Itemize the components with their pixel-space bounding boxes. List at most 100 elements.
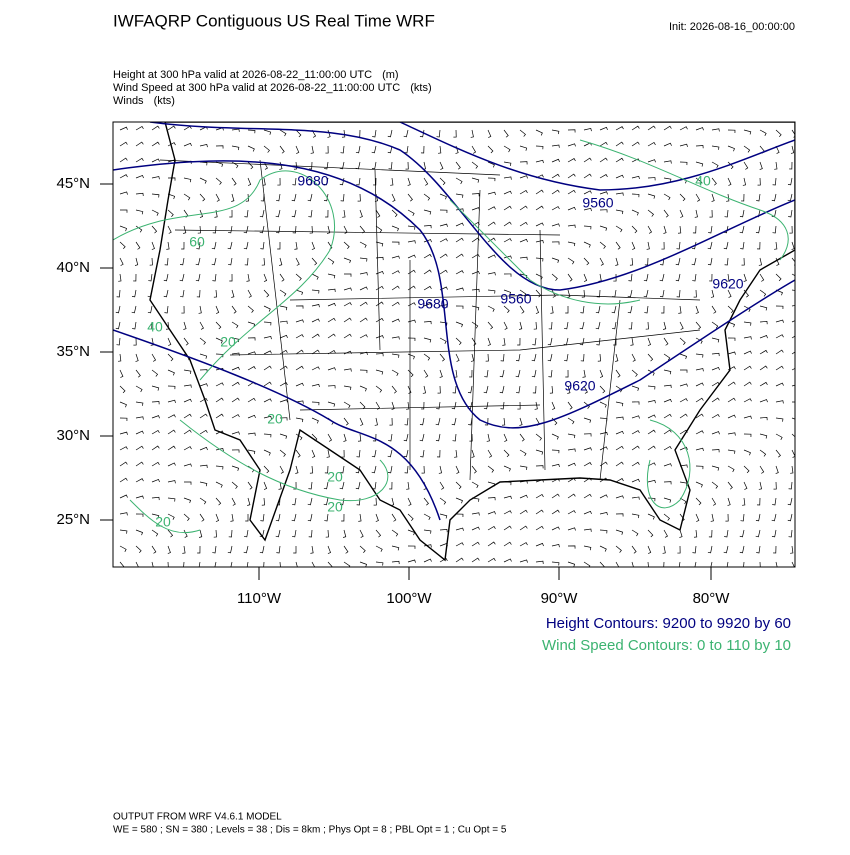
height-contour-label: 9680	[297, 173, 328, 189]
wind-barb	[519, 305, 525, 314]
wind-barb	[663, 142, 672, 147]
wind-barb	[231, 497, 236, 506]
wind-barb	[311, 273, 319, 280]
wind-barb	[279, 334, 288, 339]
wind-barb	[679, 321, 684, 330]
wind-barb	[247, 129, 256, 134]
wind-barb	[726, 273, 730, 282]
wind-barb	[775, 145, 780, 154]
wind-barb	[758, 481, 762, 490]
wind-barb	[183, 481, 192, 485]
wind-barb	[247, 497, 251, 506]
wind-barb	[679, 413, 688, 419]
wind-barb	[519, 289, 527, 297]
wind-barb	[263, 561, 265, 567]
wind-barb	[535, 433, 542, 441]
wind-barb	[647, 561, 649, 567]
wind-barb	[663, 209, 669, 218]
wind-barb	[327, 433, 333, 442]
wind-barb	[615, 225, 623, 233]
wind-barb	[291, 209, 297, 218]
wind-barb	[567, 493, 576, 499]
wind-barb	[261, 497, 266, 506]
wind-barb	[213, 529, 217, 538]
wind-barb	[535, 509, 544, 515]
wind-barb	[759, 381, 768, 387]
wind-barb	[471, 337, 477, 346]
wind-barb	[631, 415, 640, 419]
wind-barb	[227, 545, 233, 554]
wind-barb	[135, 513, 144, 517]
wind-barb	[659, 289, 665, 298]
wind-barb	[567, 545, 576, 549]
wind-barb	[311, 561, 316, 567]
wind-barb	[214, 209, 218, 218]
wind-barb	[455, 208, 464, 212]
wind-barb	[727, 351, 736, 355]
wind-barb	[279, 320, 288, 324]
wind-barb	[198, 561, 201, 567]
wind-barb	[215, 382, 224, 387]
wind-barb	[791, 241, 795, 250]
wind-barb	[423, 544, 432, 548]
wind-barb	[759, 449, 767, 457]
wind-barb	[759, 161, 763, 170]
wind-barb	[471, 481, 479, 489]
wind-barb	[711, 366, 720, 371]
wind-barb	[151, 461, 160, 467]
wind-barb	[423, 558, 432, 563]
wind-barb	[567, 241, 576, 247]
wind-barb	[711, 352, 720, 357]
wind-barb	[406, 401, 410, 410]
wind-barb	[724, 529, 729, 538]
wind-barb	[599, 529, 608, 534]
wind-barb	[627, 289, 633, 298]
wind-barb	[359, 241, 367, 248]
wind-barb	[195, 257, 201, 266]
wind-barb	[199, 446, 208, 451]
wind-barb	[535, 145, 544, 150]
wind-barb	[693, 529, 698, 538]
wind-barb	[743, 398, 752, 403]
wind-barb	[743, 161, 749, 170]
wind-barb	[263, 305, 271, 312]
wind-barb	[567, 189, 576, 195]
wind-barb	[293, 161, 298, 170]
wind-barb	[727, 381, 736, 387]
wind-barb	[567, 477, 576, 483]
wind-barb	[327, 257, 335, 265]
wind-barb	[263, 335, 272, 340]
wind-barb	[483, 401, 489, 410]
wind-barb	[181, 305, 185, 314]
wind-barb	[471, 221, 480, 227]
wind-barb	[739, 545, 745, 554]
wind-barb	[263, 321, 272, 326]
wind-barb	[455, 222, 464, 227]
wind-barb	[647, 125, 656, 131]
wind-barb	[291, 513, 297, 522]
wind-barb	[279, 305, 288, 311]
wind-barb	[183, 321, 187, 330]
wind-barb	[167, 142, 176, 147]
wind-barb	[339, 161, 345, 170]
wind-barb	[436, 449, 441, 458]
wind-barb	[199, 429, 208, 435]
wind-barb	[535, 159, 544, 164]
wind-barb	[327, 545, 331, 554]
wind-barb	[439, 353, 445, 362]
wind-barb	[391, 209, 398, 218]
wind-barb	[551, 173, 560, 179]
wind-barb	[483, 385, 489, 394]
wind-barb	[487, 305, 495, 312]
wind-barb	[583, 401, 590, 409]
wind-barb	[199, 481, 208, 487]
wind-barb	[695, 145, 704, 149]
wind-barb	[707, 241, 713, 250]
wind-barb	[245, 193, 250, 202]
wind-barb	[631, 401, 640, 405]
wind-barb	[327, 349, 336, 355]
wind-barb	[615, 257, 619, 266]
wind-barb	[275, 209, 281, 218]
wind-barb	[327, 317, 336, 323]
wind-barb	[535, 257, 544, 262]
